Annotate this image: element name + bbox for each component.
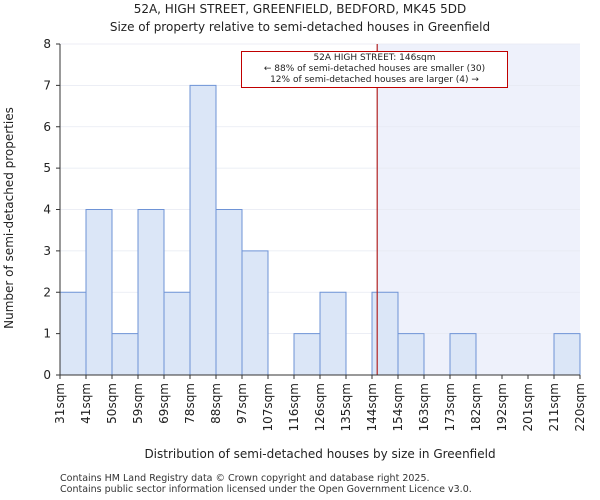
bar: [293, 333, 321, 376]
chart-subtitle: Size of property relative to semi-detach…: [109, 20, 491, 34]
x-tick-label: 50sqm: [105, 383, 119, 424]
x-tick-label: 144sqm: [365, 383, 379, 431]
bar: [371, 291, 399, 376]
y-tick-label: 8: [43, 37, 51, 51]
x-tick-label: 78sqm: [183, 383, 197, 424]
x-tick-label: 59sqm: [131, 383, 145, 424]
chart-title: 52A, HIGH STREET, GREENFIELD, BEDFORD, M…: [133, 2, 467, 16]
bar: [163, 291, 191, 376]
x-tick-label: 154sqm: [391, 383, 405, 431]
y-tick-label: 5: [43, 161, 51, 175]
annotation-line-2: ← 88% of semi-detached houses are smalle…: [263, 64, 486, 74]
annotation-line-3: 12% of semi-detached houses are larger (…: [270, 75, 479, 85]
bar: [137, 209, 165, 376]
x-tick-label: 211sqm: [547, 383, 561, 431]
y-tick-label: 2: [43, 285, 51, 299]
y-tick-label: 3: [43, 244, 51, 258]
x-tick-label: 220sqm: [573, 383, 587, 431]
x-tick-label: 69sqm: [157, 383, 171, 424]
x-tick-label: 107sqm: [261, 383, 275, 431]
x-tick-label: 126sqm: [313, 383, 327, 431]
bar: [241, 250, 269, 376]
bar: [189, 84, 217, 376]
footer-line-1: Contains HM Land Registry data © Crown c…: [60, 473, 430, 484]
bar: [215, 209, 243, 376]
x-tick-label: 88sqm: [209, 383, 223, 424]
bar: [553, 333, 581, 376]
y-tick-label: 4: [43, 203, 51, 217]
x-tick-label: 182sqm: [469, 383, 483, 431]
bar: [111, 333, 139, 376]
x-tick-label: 31sqm: [53, 383, 67, 424]
bar: [449, 333, 477, 376]
y-tick-label: 7: [43, 78, 51, 92]
footer-line-2: Contains public sector information licen…: [60, 484, 472, 495]
x-tick-label: 116sqm: [287, 383, 301, 431]
annotation-line-1: 52A HIGH STREET: 146sqm: [313, 53, 436, 63]
annotation-box: 52A HIGH STREET: 146sqm ← 88% of semi-de…: [241, 51, 508, 88]
bar: [59, 291, 87, 376]
x-tick-label: 163sqm: [417, 383, 431, 431]
y-axis-label: Number of semi-detached properties: [2, 107, 16, 329]
x-tick-label: 135sqm: [339, 383, 353, 431]
bar: [85, 209, 113, 376]
bar: [319, 291, 347, 376]
x-axis-label: Distribution of semi-detached houses by …: [144, 447, 495, 461]
bar: [397, 333, 425, 376]
x-tick-label: 41sqm: [79, 383, 93, 424]
x-tick-label: 97sqm: [235, 383, 249, 424]
y-tick-label: 6: [43, 120, 51, 134]
y-tick-label: 1: [43, 327, 51, 341]
x-tick-label: 201sqm: [521, 383, 535, 431]
x-tick-label: 173sqm: [443, 383, 457, 431]
x-tick-label: 192sqm: [495, 383, 509, 431]
y-tick-label: 0: [43, 368, 51, 382]
